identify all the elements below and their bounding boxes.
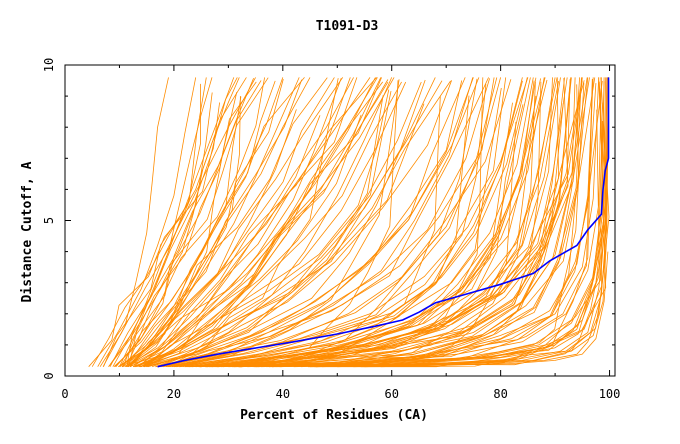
background-series-line bbox=[167, 77, 498, 368]
background-series-line bbox=[141, 114, 362, 368]
background-series-line bbox=[97, 77, 197, 367]
background-series-line bbox=[147, 79, 426, 368]
background-series-line bbox=[321, 82, 585, 368]
background-series-line bbox=[119, 77, 335, 368]
background-series-line bbox=[122, 78, 254, 367]
chart-title: T1091-D3 bbox=[316, 19, 379, 34]
background-series-line bbox=[140, 80, 451, 368]
x-tick-label: 0 bbox=[61, 387, 68, 401]
background-series-line bbox=[121, 89, 390, 368]
x-axis-label: Percent of Residues (CA) bbox=[240, 408, 428, 423]
background-series-line bbox=[134, 91, 392, 368]
background-series-line bbox=[112, 102, 220, 367]
background-series-line bbox=[238, 80, 399, 368]
background-series-line bbox=[127, 77, 328, 368]
background-series-line bbox=[122, 77, 305, 368]
background-series-line bbox=[126, 91, 238, 367]
y-axis-label: Distance Cutoff, A bbox=[20, 161, 35, 302]
highlight-series-group bbox=[157, 77, 610, 368]
background-series-group bbox=[88, 77, 610, 368]
background-series-line bbox=[127, 79, 303, 367]
background-series-line bbox=[124, 77, 371, 368]
background-series-line bbox=[133, 77, 382, 368]
background-series-line bbox=[128, 81, 257, 367]
background-series-line bbox=[137, 81, 384, 368]
x-tick-label: 40 bbox=[276, 387, 290, 401]
background-series-line bbox=[138, 95, 384, 368]
background-series-line bbox=[109, 92, 213, 367]
background-series-line bbox=[255, 77, 605, 368]
background-series-line bbox=[198, 77, 553, 368]
x-tick-label: 60 bbox=[385, 387, 399, 401]
background-series-line bbox=[135, 77, 436, 368]
background-series-line bbox=[162, 77, 501, 368]
y-tick-label: 10 bbox=[42, 58, 56, 72]
background-series-line bbox=[315, 77, 610, 368]
background-series-line bbox=[210, 77, 565, 368]
background-series-line bbox=[238, 78, 593, 368]
background-series-line bbox=[184, 77, 546, 368]
background-series-line bbox=[279, 102, 607, 368]
background-series-line bbox=[126, 77, 247, 367]
background-series-line bbox=[130, 77, 354, 368]
x-tick-label: 20 bbox=[167, 387, 181, 401]
background-series-line bbox=[143, 81, 389, 368]
background-series-line bbox=[165, 77, 489, 368]
background-series-line bbox=[268, 83, 597, 368]
background-series-line bbox=[182, 79, 400, 368]
background-series-line bbox=[360, 109, 600, 368]
x-tick-label: 80 bbox=[493, 387, 507, 401]
background-series-line bbox=[151, 77, 393, 368]
background-series-line bbox=[206, 77, 559, 368]
background-series-line bbox=[169, 80, 523, 368]
y-tick-label: 5 bbox=[42, 217, 56, 224]
background-series-line bbox=[88, 77, 238, 367]
background-series-line bbox=[275, 81, 605, 368]
background-series-line bbox=[121, 80, 276, 367]
background-series-line bbox=[211, 77, 583, 368]
x-tick-label: 100 bbox=[599, 387, 621, 401]
background-series-line bbox=[160, 77, 466, 368]
background-series-line bbox=[102, 77, 169, 367]
background-series-line bbox=[199, 77, 568, 368]
background-series-line bbox=[308, 120, 603, 368]
background-series-line bbox=[128, 109, 297, 367]
background-series-line bbox=[171, 84, 487, 368]
background-series-line bbox=[213, 84, 580, 368]
background-series-line bbox=[132, 77, 358, 368]
y-tick-label: 0 bbox=[42, 372, 56, 379]
background-series-line bbox=[218, 78, 478, 368]
axis-ticks: 0 20 40 60 80 100 0 5 10 bbox=[42, 58, 620, 401]
background-series-line bbox=[140, 77, 376, 368]
background-series-line bbox=[315, 77, 609, 368]
background-series-line bbox=[380, 251, 609, 368]
background-series-line bbox=[192, 77, 507, 368]
highlight-series-line bbox=[157, 77, 610, 368]
background-series-line bbox=[211, 77, 580, 368]
background-series-line bbox=[258, 77, 596, 368]
background-series-line bbox=[220, 77, 590, 368]
background-series-line bbox=[99, 77, 207, 367]
background-series-line bbox=[155, 80, 463, 368]
background-series-line bbox=[129, 77, 377, 368]
background-series-line bbox=[314, 88, 607, 368]
background-series-line bbox=[240, 81, 542, 368]
background-series-line bbox=[209, 80, 585, 368]
background-series-line bbox=[115, 77, 269, 367]
background-series-line bbox=[119, 96, 242, 367]
background-series-line bbox=[301, 121, 517, 368]
background-series-line bbox=[174, 77, 495, 368]
background-series-line bbox=[155, 103, 425, 368]
background-series-line bbox=[269, 77, 484, 368]
background-series-line bbox=[240, 87, 502, 368]
background-series-line bbox=[103, 83, 201, 367]
